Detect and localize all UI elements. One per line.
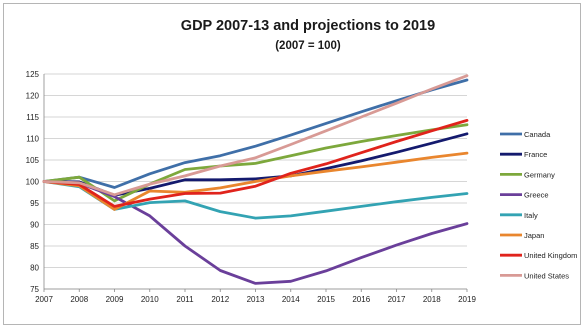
series-line-greece bbox=[42, 180, 469, 285]
y-tick-label: 120 bbox=[26, 92, 40, 101]
gdp-line-chart: GDP 2007-13 and projections to 2019 (200… bbox=[26, 18, 578, 304]
chart-title: GDP 2007-13 and projections to 2019 bbox=[181, 18, 435, 34]
legend-label-united-kingdom: United Kingdom bbox=[524, 251, 577, 260]
legend-label-france: France bbox=[524, 150, 547, 159]
x-tick-label: 2007 bbox=[35, 295, 53, 304]
series-line-united-kingdom bbox=[42, 119, 469, 208]
x-tick-label: 2012 bbox=[211, 295, 229, 304]
x-tick-label: 2015 bbox=[317, 295, 335, 304]
legend-label-greece: Greece bbox=[524, 191, 549, 200]
y-axis-ticks: 75 80 85 90 95 100 105 110 115 120 125 bbox=[26, 70, 40, 294]
x-tick-label: 2010 bbox=[141, 295, 159, 304]
series-line-united-states bbox=[42, 74, 469, 197]
x-tick-label: 2013 bbox=[247, 295, 265, 304]
legend: Canada France Germany Greece Italy Japan Unite… bbox=[500, 130, 577, 280]
y-tick-label: 80 bbox=[30, 264, 39, 273]
legend-label-italy: Italy bbox=[524, 211, 538, 220]
y-tick-label: 90 bbox=[30, 221, 39, 230]
x-tick-label: 2017 bbox=[388, 295, 406, 304]
chart-subtitle: (2007 = 100) bbox=[275, 40, 341, 52]
y-tick-label: 85 bbox=[30, 242, 39, 251]
y-tick-label: 110 bbox=[26, 135, 39, 144]
legend-label-canada: Canada bbox=[524, 130, 551, 139]
x-tick-label: 2016 bbox=[352, 295, 370, 304]
series-line-canada bbox=[42, 78, 469, 189]
x-tick-label: 2009 bbox=[106, 295, 124, 304]
x-tick-label: 2019 bbox=[458, 295, 476, 304]
legend-label-japan: Japan bbox=[524, 231, 544, 240]
legend-label-germany: Germany bbox=[524, 170, 555, 179]
y-tick-label: 115 bbox=[26, 113, 39, 122]
x-tick-label: 2008 bbox=[70, 295, 88, 304]
x-tick-label: 2011 bbox=[176, 295, 194, 304]
x-tick-label: 2014 bbox=[282, 295, 300, 304]
series-line-japan bbox=[42, 151, 469, 211]
y-tick-label: 95 bbox=[30, 199, 39, 208]
y-tick-label: 100 bbox=[26, 178, 40, 187]
series-lines bbox=[42, 74, 469, 285]
chart-frame: GDP 2007-13 and projections to 2019 (200… bbox=[3, 3, 581, 325]
y-tick-label: 105 bbox=[26, 156, 40, 165]
x-tick-label: 2018 bbox=[423, 295, 441, 304]
y-tick-label: 125 bbox=[26, 70, 40, 79]
legend-label-united-states: United States bbox=[524, 271, 569, 280]
y-tick-label: 75 bbox=[30, 285, 39, 294]
series-line-germany bbox=[42, 123, 469, 203]
x-axis-ticks: 2007 2008 2009 2010 2011 2012 2013 2014 2015 2016… bbox=[35, 289, 476, 304]
